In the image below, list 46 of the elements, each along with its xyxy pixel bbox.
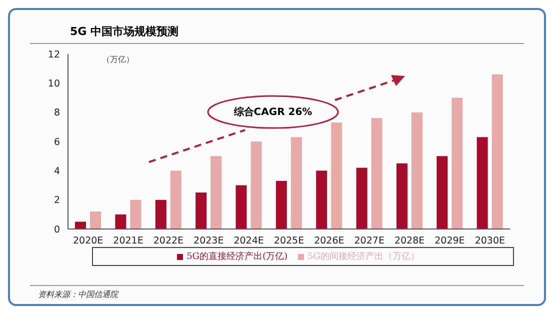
x-tick-label: 2029E [434, 236, 465, 247]
bar [210, 156, 222, 229]
bar [356, 168, 368, 229]
legend-label: 5G的间接经济产出（万亿） [308, 252, 420, 262]
bar [115, 214, 126, 229]
bar [130, 200, 142, 229]
x-tick-label: 2026E [314, 236, 344, 247]
bar [170, 170, 182, 229]
y-tick-label: 10 [48, 78, 60, 90]
bar [276, 180, 287, 229]
chart-title: 5G 中国市场规模预测 [70, 24, 179, 39]
y-tick-label: 6 [54, 136, 60, 148]
y-axis-title: （万亿） [102, 54, 134, 65]
bar [411, 112, 422, 229]
bar [196, 192, 207, 229]
bar [492, 74, 503, 229]
bar [155, 200, 166, 229]
bar [316, 170, 328, 229]
x-tick-label: 2020E [72, 236, 104, 247]
x-tick-label: 2021E [113, 236, 144, 247]
x-tick-label: 2023E [194, 236, 224, 247]
x-tick-label: 2025E [274, 236, 304, 247]
bar [396, 163, 408, 229]
bar [250, 142, 262, 229]
bar [371, 118, 382, 229]
bar [75, 222, 86, 229]
y-tick-label: 8 [54, 108, 60, 119]
bar [476, 137, 488, 229]
x-tick-label: 2028E [394, 236, 425, 247]
bar [452, 98, 463, 229]
annotation: 综合CAGR 26% [232, 106, 314, 119]
legend-label: 5G的直接经济产出(万亿) [186, 252, 288, 262]
x-tick-label: 2027E [354, 236, 384, 247]
bar [436, 156, 448, 229]
y-tick-label: 12 [48, 49, 60, 60]
y-tick-label: 0 [54, 224, 60, 236]
x-tick-label: 2030E [474, 236, 506, 247]
bar [331, 122, 342, 229]
x-tick-label: 2022E [153, 236, 184, 247]
bar [90, 212, 101, 229]
bar [290, 137, 302, 229]
y-tick-label: 2 [54, 195, 60, 206]
bar [236, 185, 247, 229]
x-tick-label: 2024E [234, 236, 264, 247]
y-tick-label: 4 [54, 166, 60, 178]
text: 资料来源：中国信通院 [38, 289, 118, 300]
